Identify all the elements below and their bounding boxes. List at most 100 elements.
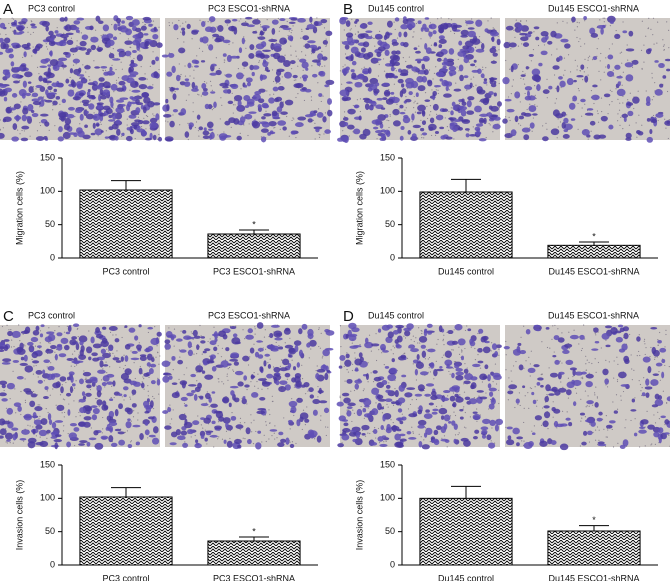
- pore: [493, 442, 496, 444]
- pore: [215, 57, 217, 59]
- cell: [528, 441, 534, 447]
- cell: [391, 401, 396, 405]
- cell: [145, 40, 150, 47]
- pore: [626, 44, 628, 46]
- cell: [459, 74, 464, 82]
- pore: [179, 25, 181, 27]
- pore: [591, 404, 594, 406]
- pore: [254, 385, 256, 387]
- pore: [597, 112, 599, 115]
- pore: [184, 441, 186, 443]
- bar: [207, 233, 301, 259]
- cell: [428, 31, 433, 37]
- pore: [579, 445, 582, 447]
- pore: [257, 373, 259, 375]
- cell: [459, 416, 464, 420]
- pore: [39, 124, 42, 127]
- cell: [38, 429, 48, 437]
- pore: [644, 353, 646, 356]
- cell: [78, 443, 85, 446]
- cell: [222, 39, 231, 44]
- cell: [372, 428, 378, 435]
- cell: [241, 61, 249, 67]
- pore: [303, 99, 306, 102]
- y-tick-label: 150: [40, 152, 55, 162]
- cell: [61, 98, 66, 104]
- pore: [598, 439, 600, 441]
- cell: [533, 364, 540, 368]
- cell: [574, 371, 584, 376]
- pore: [370, 350, 372, 352]
- pore: [651, 72, 653, 74]
- cell: [178, 47, 186, 54]
- cell: [487, 374, 491, 382]
- cell: [250, 374, 255, 380]
- pore: [341, 442, 343, 444]
- y-tick-label: 50: [45, 526, 55, 536]
- cell: [337, 443, 344, 448]
- pore: [356, 99, 358, 101]
- cell: [130, 357, 140, 361]
- pore: [363, 66, 365, 68]
- pore: [21, 129, 23, 132]
- pore: [619, 124, 621, 126]
- pore: [437, 338, 439, 341]
- pore: [555, 98, 558, 100]
- cell: [451, 372, 455, 379]
- pore: [609, 89, 611, 91]
- pore: [226, 373, 228, 375]
- cell: [355, 431, 361, 439]
- pore: [531, 130, 533, 132]
- cell: [371, 343, 380, 347]
- pore: [470, 346, 472, 348]
- cell: [312, 399, 321, 405]
- cell: [477, 348, 483, 353]
- pore: [35, 88, 37, 90]
- cell: [131, 19, 140, 26]
- cell: [0, 22, 6, 29]
- pore: [612, 446, 615, 448]
- cell: [257, 430, 262, 434]
- pore: [140, 126, 143, 128]
- cell: [539, 440, 548, 447]
- cell: [23, 46, 31, 50]
- cell: [569, 334, 579, 340]
- cell: [600, 27, 604, 35]
- pore: [466, 24, 468, 26]
- pore: [268, 438, 270, 440]
- cell: [24, 365, 34, 373]
- cell: [594, 341, 600, 344]
- cell: [503, 345, 510, 350]
- cell: [385, 389, 392, 394]
- cell: [194, 65, 199, 68]
- cell: [284, 71, 292, 79]
- cell: [232, 18, 238, 22]
- pore: [344, 53, 347, 55]
- pore: [241, 115, 243, 117]
- pore: [143, 378, 145, 380]
- cell: [49, 50, 53, 57]
- pore: [370, 35, 373, 37]
- pore: [514, 36, 516, 38]
- pore: [95, 29, 97, 31]
- cell: [73, 20, 81, 25]
- cell: [561, 122, 566, 129]
- pore: [434, 134, 437, 136]
- cell: [284, 344, 294, 349]
- cell: [200, 340, 206, 344]
- pore: [474, 347, 476, 350]
- pore: [61, 412, 63, 414]
- cell: [435, 114, 444, 121]
- pore: [464, 363, 466, 365]
- cell: [547, 40, 553, 45]
- pore: [616, 380, 619, 383]
- pore: [375, 359, 378, 362]
- cell: [412, 124, 421, 129]
- pore: [321, 357, 323, 359]
- bar: [79, 189, 173, 259]
- pore: [209, 132, 211, 135]
- cell: [527, 90, 531, 98]
- pore: [80, 32, 82, 34]
- pore: [587, 57, 590, 59]
- cell: [377, 114, 386, 121]
